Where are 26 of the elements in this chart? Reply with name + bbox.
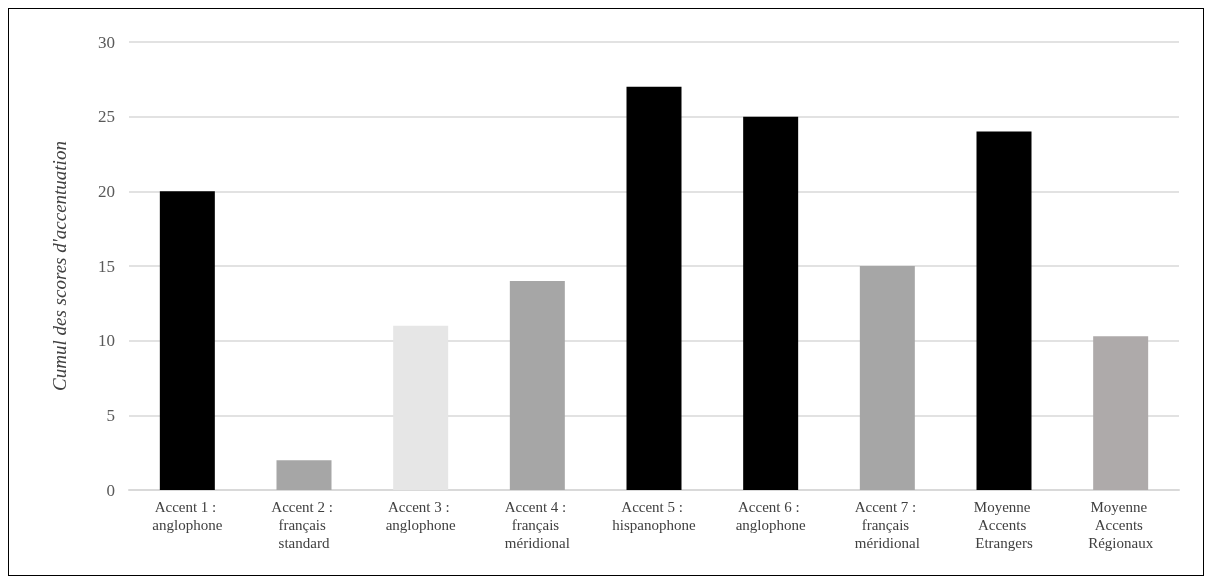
y-tick-label: 10 — [98, 331, 115, 351]
y-tick-label: 15 — [98, 256, 115, 276]
x-tick-label: Moyenne Accents Régionaux — [1088, 499, 1154, 551]
bar — [509, 280, 565, 490]
bar — [859, 266, 915, 490]
x-tick-label: Accent 1 : anglophone — [152, 499, 223, 533]
y-tick-label: 5 — [106, 405, 115, 425]
bar — [626, 86, 682, 490]
x-tick-label: Accent 4 : français méridional — [504, 499, 571, 551]
y-axis-title: Cumul des scores d'accentuation — [49, 141, 70, 391]
y-tick-label: 0 — [106, 480, 115, 500]
y-tick-label: 30 — [98, 32, 115, 52]
bar — [159, 191, 215, 490]
y-tick-label: 25 — [98, 107, 115, 127]
bar — [976, 131, 1032, 490]
x-tick-label: Accent 5 : hispanophone — [612, 499, 696, 533]
x-tick-label: Accent 2 : français standard — [271, 499, 337, 551]
x-tick-label: Accent 7 : français méridional — [854, 499, 921, 551]
bar — [276, 460, 332, 490]
x-tick-label: Accent 3 : anglophone — [385, 499, 456, 533]
x-tick-label: Accent 6 : anglophone — [735, 499, 806, 533]
bar — [393, 325, 449, 490]
x-tick-label: Moyenne Accents Etrangers — [973, 499, 1035, 551]
y-tick-label: 20 — [98, 181, 115, 201]
bar — [743, 116, 799, 490]
bar — [1093, 336, 1149, 490]
